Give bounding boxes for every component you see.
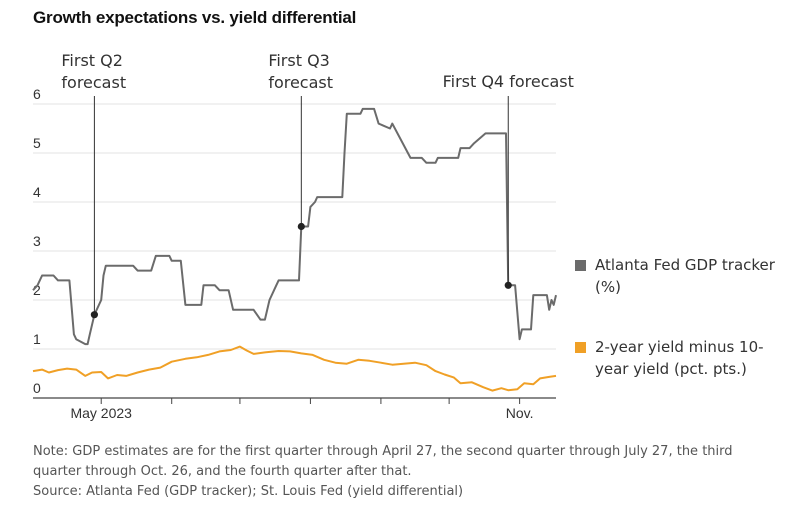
source-line: Source: Atlanta Fed (GDP tracker); St. L…: [33, 484, 464, 499]
y-tick-label: 2: [33, 282, 41, 298]
annotations: First Q2 forecast First Q3 forecast First Q4…: [61, 51, 574, 319]
x-tick-label: May 2023: [70, 405, 132, 421]
y-tick-label: 3: [33, 233, 41, 249]
annotation-marker: [90, 311, 98, 319]
y-tick-label: 4: [33, 184, 41, 200]
note-line-1: Note: GDP estimates are for the first qu…: [33, 444, 733, 459]
legend: Atlanta Fed GDP tracker (%) 2-year yield m…: [575, 256, 776, 378]
gridlines: 0 1 2 3 4 5 6: [33, 86, 556, 396]
gdp-tracker-line: [32, 107, 557, 346]
series-lines: [32, 107, 557, 392]
y-tick-label: 1: [33, 331, 41, 347]
annotation-label: First Q2: [61, 51, 123, 70]
x-tick-label: Nov.: [506, 405, 534, 421]
legend-swatch: [575, 342, 586, 353]
note-line-2: quarter through Oct. 26, and the fourth …: [33, 464, 412, 479]
annotation-label: forecast: [61, 73, 126, 92]
y-tick-label: 6: [33, 86, 41, 102]
chart-title: Growth expectations vs. yield differenti…: [33, 8, 357, 27]
legend-label: 2-year yield minus 10-: [595, 338, 764, 356]
legend-label: year yield (pct. pts.): [595, 360, 747, 378]
annotation-label: First Q4 forecast: [443, 72, 574, 91]
y-tick-label: 0: [33, 380, 41, 396]
y-tick-label: 5: [33, 135, 41, 151]
annotation-label: First Q3: [268, 51, 330, 70]
annotation-label: forecast: [268, 73, 333, 92]
legend-swatch: [575, 260, 586, 271]
legend-label: Atlanta Fed GDP tracker: [595, 256, 776, 274]
yield-differential-line: [32, 345, 557, 392]
x-axis: May 2023 Nov.: [33, 397, 556, 421]
annotation-marker: [297, 222, 305, 231]
annotation-marker: [504, 281, 512, 289]
footnotes: Note: GDP estimates are for the first qu…: [33, 442, 783, 502]
legend-label: (%): [595, 278, 621, 296]
